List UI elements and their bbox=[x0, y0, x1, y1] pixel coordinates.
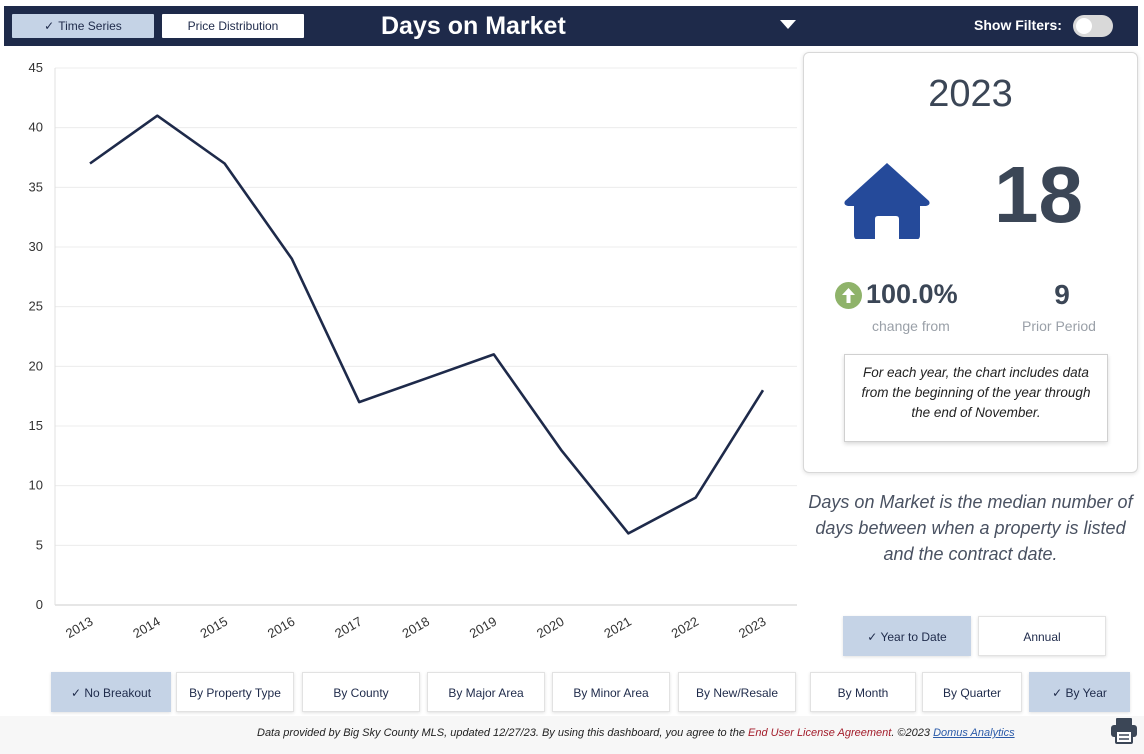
by-quarter-label: By Quarter bbox=[942, 686, 1002, 700]
by-major-area-label: By Major Area bbox=[448, 686, 524, 700]
by-major-area-button[interactable]: By Major Area bbox=[427, 672, 545, 712]
y-tick-label: 40 bbox=[29, 120, 43, 135]
x-tick-label: 2022 bbox=[669, 614, 702, 641]
x-tick-label: 2017 bbox=[332, 614, 365, 641]
y-tick-label: 30 bbox=[29, 239, 43, 254]
x-tick-label: 2019 bbox=[467, 614, 500, 641]
y-tick-label: 20 bbox=[29, 358, 43, 373]
year-to-date-button[interactable]: ✓ Year to Date bbox=[843, 616, 971, 656]
data-point[interactable] bbox=[151, 110, 163, 122]
y-tick-label: 10 bbox=[29, 478, 43, 493]
tab-price-distribution[interactable]: Price Distribution bbox=[162, 14, 304, 38]
by-year-label: By Year bbox=[1065, 686, 1107, 700]
y-tick-label: 15 bbox=[29, 418, 43, 433]
kpi-card: 2023 18 100.0% change from 9 Prior Perio… bbox=[803, 52, 1138, 473]
arrow-up-icon bbox=[835, 282, 862, 309]
by-quarter-button[interactable]: By Quarter bbox=[922, 672, 1022, 712]
check-icon: ✓ bbox=[1052, 686, 1063, 700]
check-icon: ✓ bbox=[867, 630, 878, 644]
annual-button[interactable]: Annual bbox=[978, 616, 1106, 656]
by-property-type-button[interactable]: By Property Type bbox=[176, 672, 294, 712]
kpi-prior-label: Prior Period bbox=[1022, 318, 1096, 334]
by-new-resale-label: By New/Resale bbox=[695, 686, 779, 700]
x-tick-label: 2013 bbox=[63, 614, 96, 641]
show-filters-label: Show Filters: bbox=[974, 17, 1062, 33]
no-breakout-button[interactable]: ✓ No Breakout bbox=[51, 672, 171, 712]
data-point[interactable] bbox=[488, 348, 500, 360]
by-month-label: By Month bbox=[837, 686, 889, 700]
y-tick-label: 0 bbox=[36, 597, 43, 612]
house-icon bbox=[844, 163, 930, 239]
x-tick-label: 2020 bbox=[534, 614, 567, 641]
y-tick-label: 35 bbox=[29, 179, 43, 194]
data-point[interactable] bbox=[219, 157, 231, 169]
footer-text-before: Data provided by Big Sky County MLS, upd… bbox=[257, 727, 749, 739]
no-breakout-label: No Breakout bbox=[84, 686, 152, 700]
domus-link[interactable]: Domus Analytics bbox=[933, 727, 1015, 739]
data-point[interactable] bbox=[84, 157, 96, 169]
data-point[interactable] bbox=[353, 396, 365, 408]
toggle-knob bbox=[1076, 18, 1092, 34]
show-filters-toggle[interactable] bbox=[1073, 15, 1113, 37]
by-month-button[interactable]: By Month bbox=[810, 672, 916, 712]
metric-definition: Days on Market is the median number of d… bbox=[808, 492, 1133, 564]
header-bar: ✓ Time Series Price Distribution Days on … bbox=[4, 6, 1138, 46]
tab-price-distribution-label: Price Distribution bbox=[187, 19, 279, 33]
by-county-button[interactable]: By County bbox=[302, 672, 420, 712]
data-point[interactable] bbox=[757, 384, 769, 396]
data-point[interactable] bbox=[622, 527, 634, 539]
data-point[interactable] bbox=[690, 492, 702, 504]
x-tick-label: 2023 bbox=[736, 614, 769, 641]
x-axis: 2013 2014 2015 2016 2017 2018 2019 2020 2021 2022… bbox=[63, 614, 769, 641]
check-icon: ✓ bbox=[70, 686, 81, 700]
by-year-button[interactable]: ✓ By Year bbox=[1029, 672, 1130, 712]
y-tick-label: 45 bbox=[29, 60, 43, 75]
y-axis: 0 5 10 15 20 25 30 35 40 45 bbox=[29, 60, 43, 612]
data-point[interactable] bbox=[421, 372, 433, 384]
year-to-date-label: Year to Date bbox=[880, 630, 947, 644]
x-tick-label: 2015 bbox=[198, 614, 231, 641]
kpi-note: For each year, the chart includes data f… bbox=[844, 354, 1108, 442]
x-tick-label: 2014 bbox=[130, 614, 163, 641]
x-tick-label: 2021 bbox=[601, 614, 634, 641]
data-point[interactable] bbox=[286, 253, 298, 265]
chart-points bbox=[84, 110, 769, 540]
tab-time-series-label: Time Series bbox=[58, 19, 122, 33]
footer-text-middle: . ©2023 bbox=[891, 727, 934, 739]
by-property-type-label: By Property Type bbox=[189, 686, 281, 700]
by-county-label: By County bbox=[333, 686, 389, 700]
kpi-year: 2023 bbox=[928, 73, 1013, 115]
by-minor-area-button[interactable]: By Minor Area bbox=[552, 672, 670, 712]
y-tick-label: 25 bbox=[29, 299, 43, 314]
by-new-resale-button[interactable]: By New/Resale bbox=[678, 672, 796, 712]
x-tick-label: 2018 bbox=[399, 614, 432, 641]
printer-icon[interactable] bbox=[1109, 716, 1139, 746]
footer-disclaimer: Data provided by Big Sky County MLS, upd… bbox=[257, 727, 1015, 739]
kpi-prior-value: 9 bbox=[1054, 279, 1070, 310]
eula-link[interactable]: End User License Agreement bbox=[748, 727, 892, 739]
kpi-change-label: change from bbox=[872, 318, 950, 334]
page-title: Days on Market bbox=[381, 12, 566, 40]
kpi-change-pct: 100.0% bbox=[866, 279, 958, 309]
annual-label: Annual bbox=[1023, 630, 1061, 644]
data-point[interactable] bbox=[555, 444, 567, 456]
by-minor-area-label: By Minor Area bbox=[573, 686, 649, 700]
check-icon: ✓ bbox=[44, 19, 55, 33]
x-tick-label: 2016 bbox=[265, 614, 298, 641]
series-line bbox=[89, 114, 765, 535]
tab-time-series[interactable]: ✓ Time Series bbox=[12, 14, 154, 38]
chart-gridlines bbox=[55, 67, 797, 546]
kpi-value: 18 bbox=[994, 150, 1083, 239]
footer: Data provided by Big Sky County MLS, upd… bbox=[0, 716, 1144, 754]
y-tick-label: 5 bbox=[36, 537, 43, 552]
chevron-down-icon[interactable] bbox=[780, 20, 796, 29]
